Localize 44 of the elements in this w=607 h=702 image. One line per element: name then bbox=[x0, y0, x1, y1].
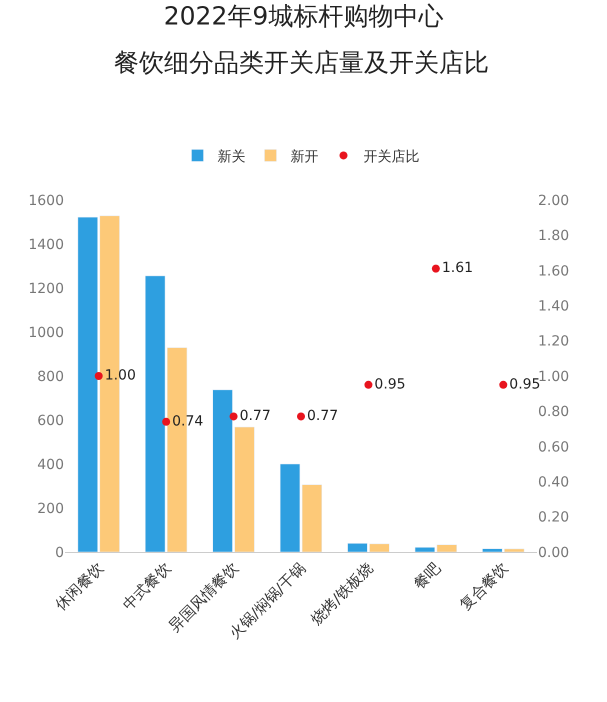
y2-tick-label: 0.20 bbox=[538, 510, 570, 526]
y-tick-label: 400 bbox=[37, 456, 64, 473]
y-tick-label: 600 bbox=[37, 412, 64, 429]
y-tick-label: 1400 bbox=[28, 236, 64, 253]
point bbox=[230, 412, 238, 420]
y2-tick-label: 1.20 bbox=[538, 334, 570, 350]
y2-tick-label: 1.40 bbox=[538, 298, 570, 314]
x-tick-label: 烧烤/铁板烧 bbox=[307, 558, 377, 628]
y2-tick-label: 0.80 bbox=[538, 404, 570, 420]
y-tick-label: 1600 bbox=[28, 192, 64, 209]
x-tick-label: 中式餐饮 bbox=[119, 558, 174, 614]
x-tick-label: 餐吧 bbox=[410, 558, 444, 593]
y-tick-label: 200 bbox=[37, 500, 64, 517]
data-label: 0.95 bbox=[374, 376, 406, 392]
y2-tick-label: 2.00 bbox=[538, 192, 570, 209]
legend-label: 新开 bbox=[290, 148, 318, 165]
y2-tick-label: 0.60 bbox=[538, 439, 570, 456]
point bbox=[499, 380, 508, 389]
point bbox=[432, 264, 440, 273]
y-tick-label: 1200 bbox=[28, 280, 64, 297]
point bbox=[162, 418, 170, 426]
y2-tick-label: 1.60 bbox=[538, 263, 570, 280]
chart-title: 2022年9城标杆购物中心 bbox=[164, 2, 444, 31]
y-tick-label: 1000 bbox=[28, 324, 64, 341]
bar bbox=[280, 464, 300, 552]
data-label: 0.77 bbox=[307, 408, 338, 424]
y-tick-label: 0 bbox=[55, 544, 64, 561]
y2-tick-label: 1.80 bbox=[538, 228, 570, 244]
y-tick-label: 800 bbox=[37, 368, 64, 385]
chart-subtitle: 餐饮细分品类开关店量及开关店比 bbox=[114, 48, 489, 77]
data-label: 0.95 bbox=[509, 376, 540, 392]
y2-tick-label: 0.40 bbox=[538, 474, 570, 490]
point bbox=[364, 380, 372, 389]
point bbox=[297, 412, 305, 420]
x-tick-label: 复合餐饮 bbox=[456, 558, 512, 614]
bar bbox=[302, 484, 322, 552]
legend-label: 新关 bbox=[218, 148, 246, 165]
legend-label: 开关店比 bbox=[364, 148, 420, 165]
y2-tick-label: 0.00 bbox=[538, 544, 570, 561]
point bbox=[94, 372, 103, 380]
x-tick-label: 休闲餐饮 bbox=[52, 558, 107, 614]
data-label: 0.77 bbox=[240, 408, 271, 424]
y2-tick-label: 1.00 bbox=[538, 368, 570, 385]
data-label: 1.61 bbox=[442, 260, 474, 276]
